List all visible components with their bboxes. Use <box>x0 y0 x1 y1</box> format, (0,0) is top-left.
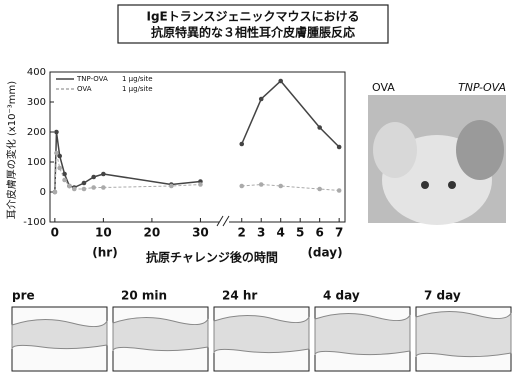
panel-label: 20 min <box>121 289 167 303</box>
section-panels: pre 20 min 24 hr 4 day 7 day <box>12 289 511 372</box>
point <box>317 187 322 192</box>
point <box>337 188 342 193</box>
legend-label: OVA <box>77 85 92 93</box>
photo-label: TNP-OVA <box>458 81 506 94</box>
x-unit: (hr) <box>92 246 117 260</box>
photo-label: OVA <box>372 81 395 94</box>
x-tick-label: 10 <box>95 226 112 240</box>
photo-ear <box>373 122 417 178</box>
x-unit: (day) <box>307 246 342 260</box>
point <box>91 175 96 180</box>
x-tick-label: 2 <box>238 226 246 240</box>
y-label: 耳介皮膚厚の変化 (x10⁻³mm) <box>5 81 18 219</box>
x-tick-label: 5 <box>296 226 304 240</box>
y-tick-label: 200 <box>27 127 46 138</box>
series-line <box>242 81 339 147</box>
point <box>82 181 87 186</box>
panel-label: pre <box>12 289 35 303</box>
plot-frame <box>50 72 345 222</box>
photo-eye <box>421 181 429 189</box>
x-tick-label: 20 <box>144 226 161 240</box>
point <box>239 142 244 147</box>
title-line: IgEトランスジェニックマウスにおける <box>146 10 359 24</box>
point <box>67 184 72 189</box>
point <box>101 185 106 190</box>
y-tick-label: 400 <box>27 67 46 78</box>
point <box>259 182 264 187</box>
axis-break-gap <box>219 215 229 229</box>
point <box>57 166 62 171</box>
point <box>198 182 203 187</box>
point <box>54 151 59 156</box>
x-tick-label: 7 <box>335 226 343 240</box>
panel-tissue <box>416 311 511 357</box>
legend-dose: 1 μg/site <box>122 85 153 93</box>
y-tick-label: 0 <box>40 187 46 198</box>
point <box>72 187 77 192</box>
photo: OVA TNP-OVA <box>368 81 506 225</box>
point <box>259 97 264 102</box>
point <box>278 79 283 84</box>
x-title: 抗原チャレンジ後の時間 <box>146 250 278 265</box>
y-tick-label: 300 <box>27 97 46 108</box>
panel-label: 4 day <box>323 289 360 303</box>
x-tick-label: 6 <box>315 226 323 240</box>
point <box>169 184 174 189</box>
x-tick-label: 3 <box>257 226 265 240</box>
x-tick-label: 0 <box>51 226 59 240</box>
panel-label: 7 day <box>424 289 461 303</box>
y-tick-label: -100 <box>23 217 46 228</box>
series-line <box>55 132 201 192</box>
x-tick-label: 4 <box>277 226 285 240</box>
photo-eye <box>448 181 456 189</box>
point <box>278 184 283 189</box>
point <box>239 184 244 189</box>
figure: IgEトランスジェニックマウスにおける 抗原特異的な３相性耳介皮膚腫脹反応 抗原… <box>0 0 512 378</box>
point <box>317 125 322 130</box>
point <box>82 187 87 192</box>
point <box>337 145 342 150</box>
point <box>101 172 106 177</box>
photo-ear <box>456 120 504 180</box>
title-line: 抗原特異的な３相性耳介皮膚腫脹反応 <box>151 25 355 40</box>
legend-dose: 1 μg/site <box>122 75 153 83</box>
point <box>91 185 96 190</box>
point <box>53 190 58 195</box>
y-tick-label: 100 <box>27 157 46 168</box>
series-line <box>242 185 339 191</box>
legend-label: TNP-OVA <box>76 75 108 83</box>
x-tick-label: 30 <box>192 226 209 240</box>
panel-label: 24 hr <box>222 289 257 303</box>
point <box>54 130 59 135</box>
point <box>62 178 67 183</box>
